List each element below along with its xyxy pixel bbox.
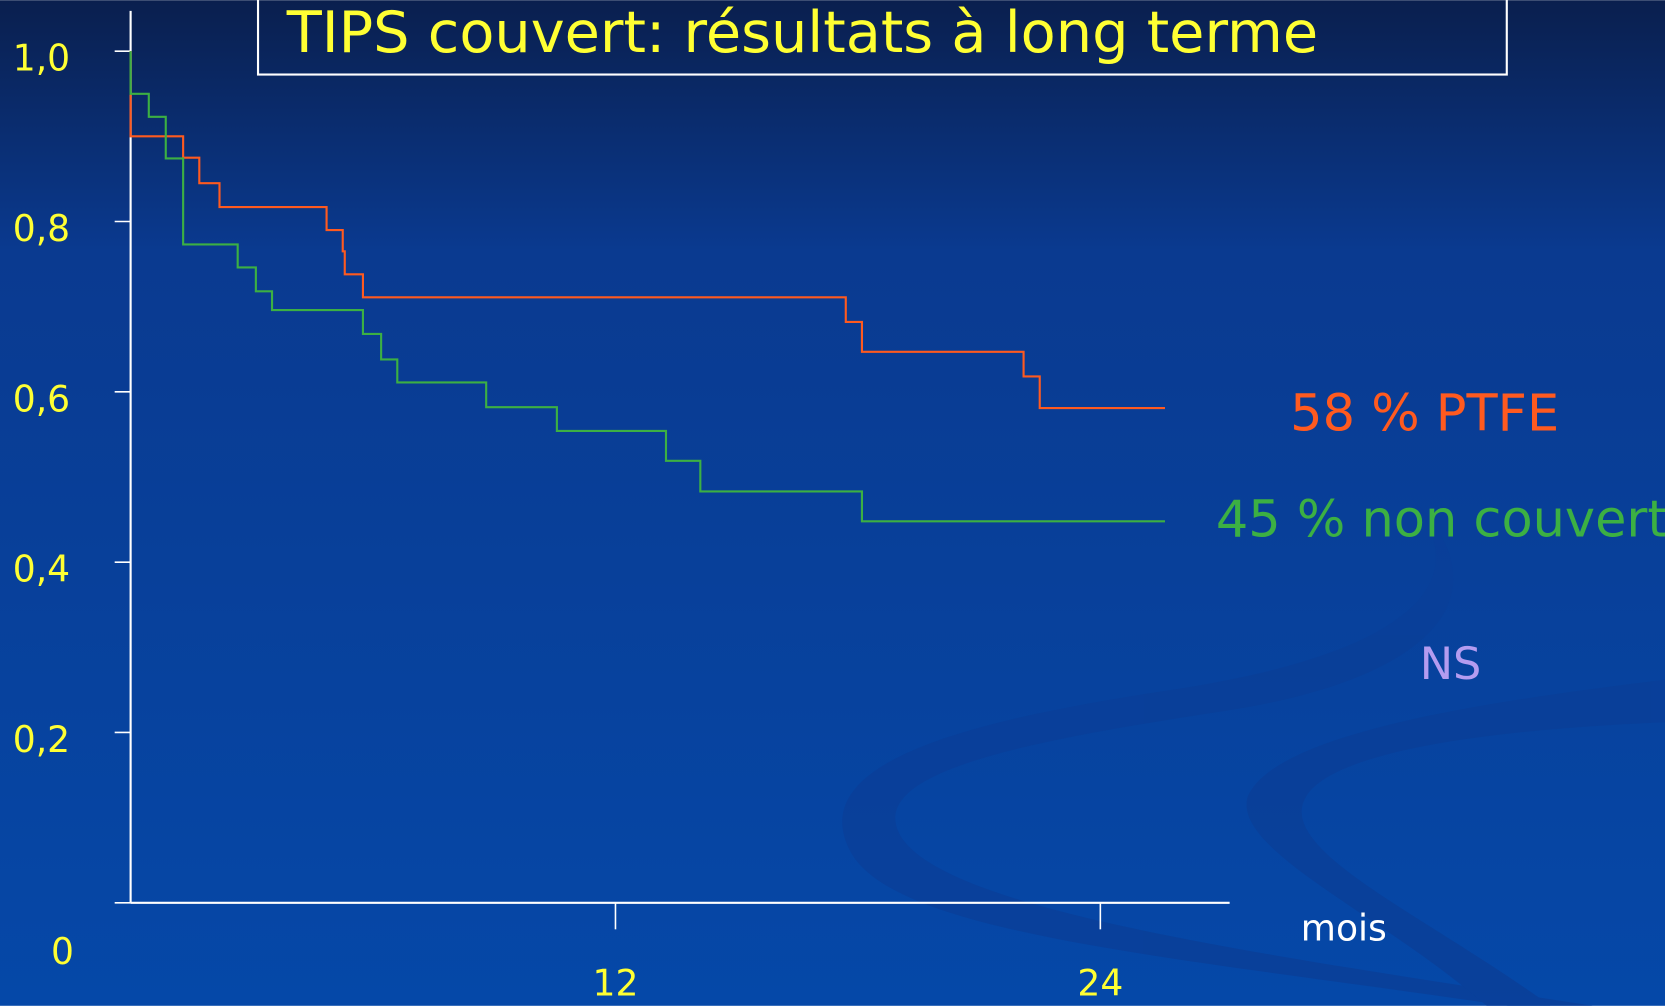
x-tick-label: 12	[593, 962, 639, 1005]
y-tick-label: 1,0	[13, 37, 70, 80]
annotation: 45 % non couvert	[1216, 491, 1665, 550]
x-tick-label: 24	[1077, 962, 1123, 1005]
y-tick-label: 0	[51, 930, 74, 973]
y-tick-label: 0,2	[13, 718, 70, 761]
decoration	[842, 499, 1665, 1006]
chart-title: TIPS couvert: résultats à long terme	[286, 0, 1318, 66]
annotation: NS	[1420, 638, 1482, 690]
x-axis-label: mois	[1301, 906, 1387, 949]
title-box	[256, 0, 1508, 76]
annotation: 58 % PTFE	[1290, 384, 1559, 443]
y-tick-label: 0,6	[13, 377, 70, 420]
survival-line	[129, 51, 1165, 523]
y-tick-label: 0,4	[13, 548, 70, 591]
y-tick-label: 0,8	[13, 207, 70, 250]
survival-line	[129, 51, 1165, 410]
